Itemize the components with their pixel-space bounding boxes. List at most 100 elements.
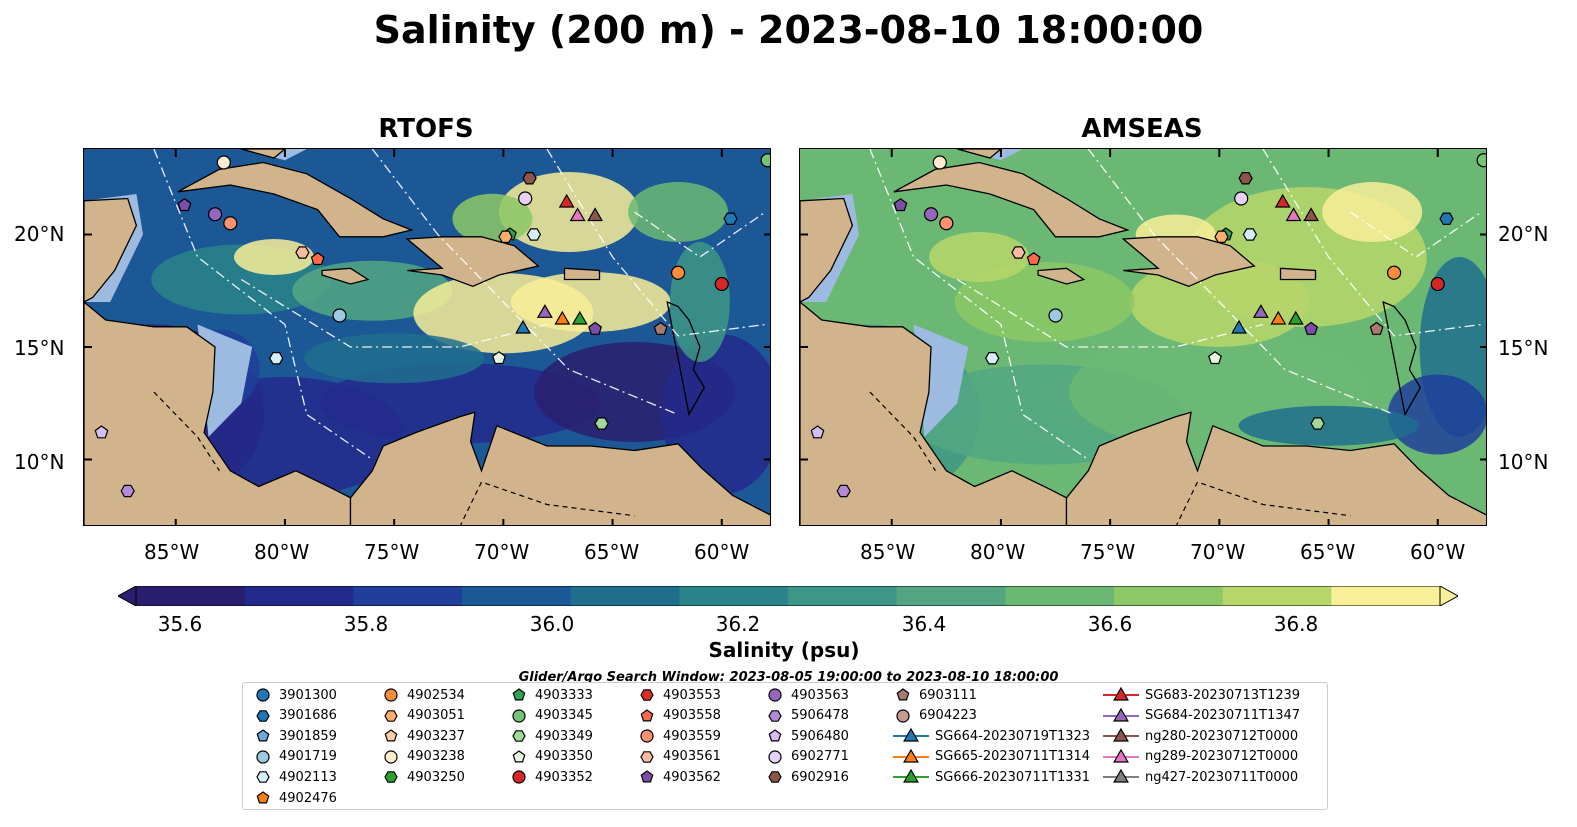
legend-item-6904223: 6904223 (893, 706, 977, 726)
salinity-patch (954, 262, 1135, 342)
legend-item-ng280-20230712t0000: ng280-20230712T0000 (1103, 726, 1298, 746)
legend-marker-icon (640, 689, 654, 701)
legend-marker-icon (640, 708, 654, 722)
float-marker-4901719 (332, 308, 347, 323)
legend-marker-icon (384, 729, 398, 742)
lesser-antilles (1382, 300, 1422, 417)
float-marker-3901686 (1439, 212, 1454, 226)
float-marker-ng289-20230712t0000 (569, 207, 586, 222)
salinity-patch (234, 239, 315, 275)
colorbar-segment (244, 586, 354, 606)
legend-label: SG664-20230719T1323 (935, 728, 1091, 744)
float-marker-5906478 (836, 484, 851, 498)
legend-item-4903333: 4903333 (509, 685, 593, 705)
float-marker-4903561 (295, 246, 310, 259)
float-marker-3901686 (723, 212, 738, 226)
legend-label: 4903237 (407, 728, 465, 744)
legend-marker-icon (1113, 769, 1129, 783)
legend-marker-icon (1113, 707, 1129, 722)
legend-label: 4903559 (663, 728, 721, 744)
panel-title-amseas: AMSEAS (1081, 114, 1203, 144)
legend-marker-icon (768, 688, 782, 702)
legend-label: 5906478 (791, 708, 849, 724)
legend-item-4903349: 4903349 (509, 726, 593, 746)
lon-label-60w-b: 60°W (1410, 540, 1466, 564)
land-island (405, 236, 540, 287)
float-marker-ng280-20230712t0000 (587, 207, 604, 222)
float-marker-4903345 (760, 153, 770, 168)
salinity-patch (1387, 374, 1486, 455)
float-marker-4903350 (1208, 351, 1222, 365)
salinity-patch (319, 363, 600, 444)
colorbar-segment (570, 586, 680, 606)
float-marker-sg666-20230711t1331 (571, 310, 588, 325)
eez-boundary (634, 211, 766, 258)
legend-label: 4903350 (535, 749, 593, 765)
legend-marker-icon (512, 708, 526, 723)
colorbar-segment (788, 586, 898, 606)
legend-label: 3901300 (279, 687, 337, 703)
colorbar-tick-36-8: 36.8 (1273, 612, 1319, 636)
lon-label-85w-b: 85°W (860, 540, 916, 564)
float-marker-4903051 (498, 230, 513, 244)
legend-item-6902771: 6902771 (765, 747, 849, 767)
legend-label: 4903333 (535, 687, 593, 703)
eez-boundary (371, 149, 679, 416)
legend-marker-icon (768, 750, 782, 764)
legend-item-4903051: 4903051 (381, 706, 465, 726)
land-island (563, 267, 601, 281)
colorbar-segment (679, 586, 789, 606)
legend-marker-icon (768, 729, 782, 742)
legend-marker-icon (768, 771, 782, 784)
colorbar (118, 586, 1458, 606)
float-marker-4903562 (177, 198, 192, 212)
colorbar-label: Salinity (psu) (708, 638, 860, 662)
legend-label: SG683-20230713T1239 (1145, 687, 1301, 703)
legend-label: 4903562 (663, 769, 721, 785)
colorbar-tick-36-2: 36.2 (715, 612, 761, 636)
float-marker-5906480 (810, 425, 825, 439)
float-marker-6902916 (1238, 172, 1253, 185)
legend-item-3901859: 3901859 (253, 726, 337, 746)
legend-item-sg684-20230711t1347: SG684-20230711T1347 (1103, 706, 1300, 726)
legend-item-6902916: 6902916 (765, 767, 849, 787)
legend-marker-icon (256, 771, 270, 784)
land-yucatan (84, 197, 138, 303)
eez-boundary (1087, 149, 1395, 416)
legend-item-4903561: 4903561 (637, 747, 721, 767)
lat-label-left-10n: 10°N (14, 450, 65, 474)
legend-item-sg666-20230711t1331: SG666-20230711T1331 (893, 767, 1090, 787)
legend-item-4903237: 4903237 (381, 726, 465, 746)
legend-marker-icon (640, 729, 654, 743)
legend-marker-icon (903, 769, 919, 783)
legend-label: 3901859 (279, 728, 337, 744)
legend-label: ng280-20230712T0000 (1145, 728, 1299, 744)
float-marker-ng280-20230712t0000 (1303, 207, 1320, 222)
lon-label-80w-b: 80°W (970, 540, 1026, 564)
legend: 3901300 3901686 3901859 4901719 4902113 49024… (242, 682, 1328, 810)
search-window-text: Glider/Argo Search Window: 2023-08-05 19… (518, 670, 1059, 685)
salinity-patch (628, 182, 729, 242)
land-island (177, 161, 414, 238)
legend-item-sg683-20230713t1239: SG683-20230713T1239 (1103, 685, 1300, 705)
legend-label: 4902476 (279, 790, 337, 806)
map-panel-amseas[interactable] (799, 148, 1487, 526)
legend-marker-icon (896, 688, 910, 701)
legend-item-5906478: 5906478 (765, 706, 849, 726)
legend-label: 4903558 (663, 708, 721, 724)
country-border (153, 391, 220, 472)
colorbar-extend-high (1439, 586, 1458, 606)
float-marker-sg683-20230713t1239 (558, 193, 575, 208)
float-marker-4903562 (1304, 321, 1319, 335)
lon-label-75w-a: 75°W (364, 540, 420, 564)
legend-marker-icon (256, 709, 270, 722)
legend-item-ng289-20230712t0000: ng289-20230712T0000 (1103, 747, 1298, 767)
salinity-patch (1238, 405, 1419, 446)
float-marker-4903349 (594, 417, 609, 430)
colorbar-tick-35-8: 35.8 (343, 612, 389, 636)
salinity-patch (669, 242, 730, 362)
legend-marker-icon (768, 709, 782, 722)
eez-boundary (1350, 211, 1482, 258)
eez-boundary (240, 278, 548, 348)
map-panel-rtofs[interactable] (83, 148, 771, 526)
